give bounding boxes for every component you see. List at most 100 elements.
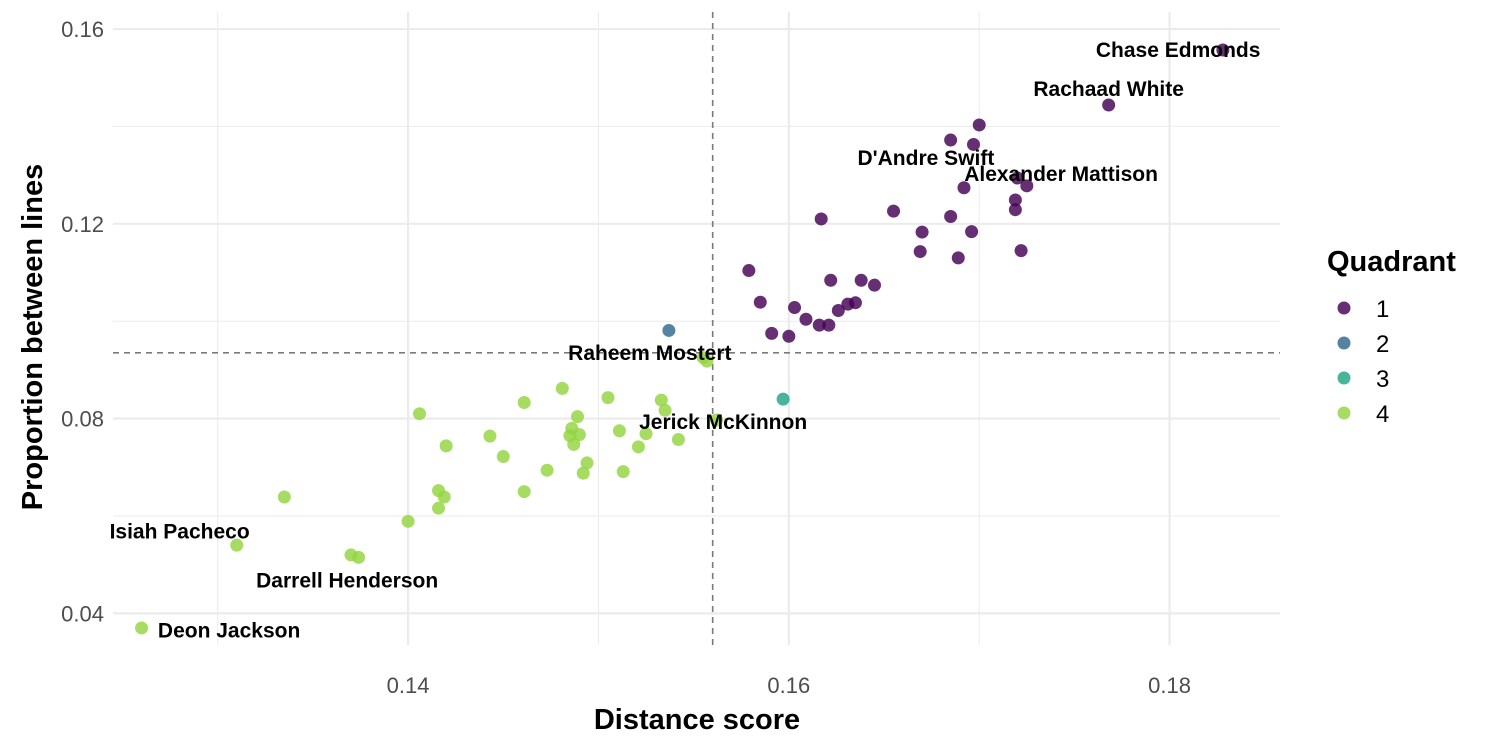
data-point — [616, 465, 630, 479]
legend-label: 2 — [1376, 331, 1389, 358]
data-point — [572, 428, 586, 442]
data-point — [966, 137, 980, 151]
point-label: Jerick McKinnon — [639, 411, 807, 434]
data-point — [612, 424, 626, 438]
point-label: Chase Edmonds — [1096, 39, 1261, 62]
data-point — [742, 264, 756, 278]
data-point — [957, 181, 971, 195]
data-point — [576, 466, 590, 480]
y-tick-label: 0.12 — [61, 212, 104, 237]
data-point — [951, 251, 965, 265]
data-point — [658, 403, 672, 417]
data-point — [352, 550, 366, 564]
data-point — [571, 410, 585, 424]
legend-title: Quadrant — [1327, 246, 1456, 278]
data-point — [654, 393, 668, 407]
data-point — [765, 326, 779, 340]
data-point — [671, 433, 685, 447]
point-label: Alexander Mattison — [964, 163, 1158, 186]
legend: Quadrant 1 2 3 4 — [1327, 246, 1456, 428]
data-point — [1014, 244, 1028, 258]
data-point — [432, 501, 446, 515]
data-point — [868, 278, 882, 292]
data-point — [631, 440, 645, 454]
y-tick-label: 0.08 — [61, 407, 104, 432]
x-tick-label: 0.18 — [1148, 673, 1191, 698]
legend-key — [1337, 406, 1351, 420]
data-point — [753, 295, 767, 309]
data-point — [1010, 171, 1024, 185]
data-point — [814, 212, 828, 226]
point-label: Rachaad White — [1033, 78, 1184, 101]
data-points — [135, 43, 1230, 635]
data-point — [540, 463, 554, 477]
data-point — [496, 450, 510, 464]
data-point — [567, 437, 581, 451]
data-point — [580, 456, 594, 470]
data-point — [965, 225, 979, 239]
data-point — [601, 391, 615, 405]
data-point — [437, 490, 451, 504]
x-tick-label: 0.14 — [387, 673, 430, 698]
major-gridlines — [113, 12, 1280, 645]
data-point — [782, 329, 796, 343]
data-point — [972, 118, 986, 132]
data-point — [413, 407, 427, 421]
legend-key — [1337, 336, 1351, 350]
data-point — [944, 210, 958, 224]
x-axis-tick-labels: 0.14 0.16 0.18 — [387, 673, 1191, 698]
x-axis-title: Distance score — [594, 704, 800, 736]
data-point — [555, 381, 569, 395]
y-tick-label: 0.04 — [61, 601, 104, 626]
data-point — [812, 318, 826, 332]
y-axis-tick-labels: 0.04 0.08 0.12 0.16 — [61, 17, 104, 626]
y-axis-title: Proportion between lines — [17, 164, 49, 510]
data-point — [1102, 98, 1116, 112]
data-point — [439, 439, 453, 453]
data-point — [401, 514, 415, 528]
reference-lines — [113, 12, 1280, 645]
data-point — [824, 273, 838, 287]
y-tick-label: 0.16 — [61, 17, 104, 42]
data-point — [1020, 179, 1034, 193]
data-point — [841, 297, 855, 311]
data-point — [822, 318, 836, 332]
data-point — [1008, 193, 1022, 207]
point-labels: Chase Edmonds Rachaad White D'Andre SwiftA… — [110, 39, 1261, 642]
point-label: Raheem Mostert — [568, 342, 731, 365]
data-point — [831, 303, 845, 317]
data-point — [662, 323, 676, 337]
legend-label: 1 — [1376, 296, 1389, 323]
data-point — [915, 225, 929, 239]
data-point — [517, 396, 531, 410]
data-point — [135, 621, 149, 635]
data-point — [799, 312, 813, 326]
data-point — [230, 538, 244, 552]
legend-items: 1 2 3 4 — [1337, 296, 1389, 428]
minor-gridlines — [113, 12, 1280, 645]
data-point — [887, 204, 901, 218]
data-point — [776, 392, 790, 406]
data-point — [854, 273, 868, 287]
data-point — [700, 354, 714, 368]
data-point — [944, 133, 958, 147]
data-point — [277, 490, 291, 504]
legend-label: 4 — [1376, 401, 1389, 428]
data-point — [1008, 203, 1022, 217]
data-point — [709, 413, 723, 427]
legend-key — [1337, 301, 1351, 315]
legend-label: 3 — [1376, 366, 1389, 393]
point-label: Darrell Henderson — [256, 570, 438, 593]
x-tick-label: 0.16 — [767, 673, 810, 698]
data-point — [788, 301, 802, 315]
data-point — [517, 485, 531, 499]
data-point — [639, 427, 653, 441]
legend-key — [1337, 371, 1351, 385]
data-point — [1216, 43, 1230, 57]
point-label: Isiah Pacheco — [110, 521, 250, 544]
point-label: D'Andre Swift — [857, 147, 994, 170]
point-label: Deon Jackson — [158, 619, 300, 642]
data-point — [913, 245, 927, 259]
data-point — [483, 429, 497, 443]
